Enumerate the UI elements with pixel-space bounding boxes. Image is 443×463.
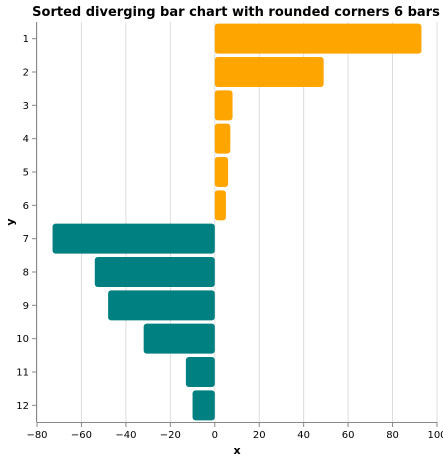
x-tick-label: 40	[297, 430, 310, 441]
bar	[185, 357, 215, 387]
bar	[214, 157, 229, 187]
y-tick-label: 3	[23, 101, 29, 112]
grid-lines	[36, 22, 438, 422]
x-tick-label: −80	[26, 430, 47, 441]
y-tick-label: 7	[23, 234, 29, 245]
bar	[94, 257, 215, 287]
y-tick-label: 2	[23, 68, 29, 79]
x-tick-label: 80	[386, 430, 399, 441]
x-tick-label: −60	[71, 430, 92, 441]
bars	[52, 23, 422, 421]
x-tick-label: 20	[253, 430, 266, 441]
y-tick-label: 1	[23, 34, 29, 45]
bar	[214, 123, 231, 154]
x-tick-label: −40	[115, 430, 136, 441]
chart-title: Sorted diverging bar chart with rounded …	[32, 5, 440, 20]
bar	[52, 223, 215, 254]
y-tick-label: 5	[23, 168, 29, 179]
y-tick-label: 4	[23, 134, 29, 145]
bar	[143, 323, 215, 354]
y-tick-label: 6	[23, 201, 29, 212]
bar	[192, 390, 215, 421]
bar	[214, 57, 324, 87]
y-tick-label: 12	[16, 401, 29, 412]
x-axis-title: x	[233, 444, 240, 457]
bar	[214, 90, 233, 121]
bar	[214, 190, 226, 221]
y-tick-label: 9	[23, 301, 29, 312]
bar	[214, 23, 422, 54]
y-tick-label: 8	[23, 268, 29, 279]
y-tick-label: 11	[16, 368, 29, 379]
y-tick-label: 10	[16, 334, 29, 345]
x-tick-label: 60	[342, 430, 355, 441]
x-tick-label: −20	[160, 430, 181, 441]
x-tick-label: 100	[427, 430, 443, 441]
axes: −80−60−40−20020406080100123456789101112	[16, 22, 443, 441]
bar	[108, 290, 215, 321]
y-axis-title: y	[4, 218, 17, 225]
x-tick-label: 0	[212, 430, 218, 441]
